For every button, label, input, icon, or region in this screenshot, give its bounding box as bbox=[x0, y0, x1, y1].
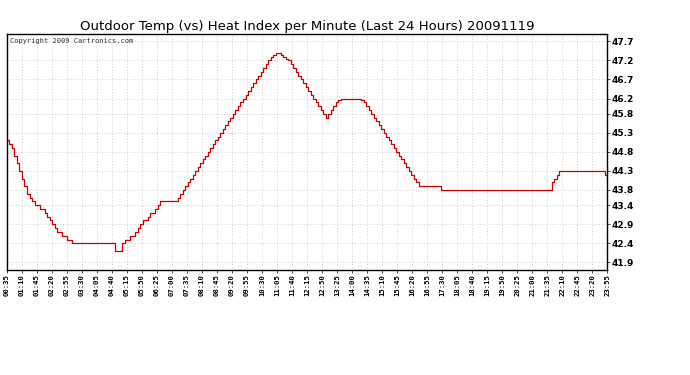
Text: Copyright 2009 Cartronics.com: Copyright 2009 Cartronics.com bbox=[10, 39, 133, 45]
Title: Outdoor Temp (vs) Heat Index per Minute (Last 24 Hours) 20091119: Outdoor Temp (vs) Heat Index per Minute … bbox=[80, 20, 534, 33]
